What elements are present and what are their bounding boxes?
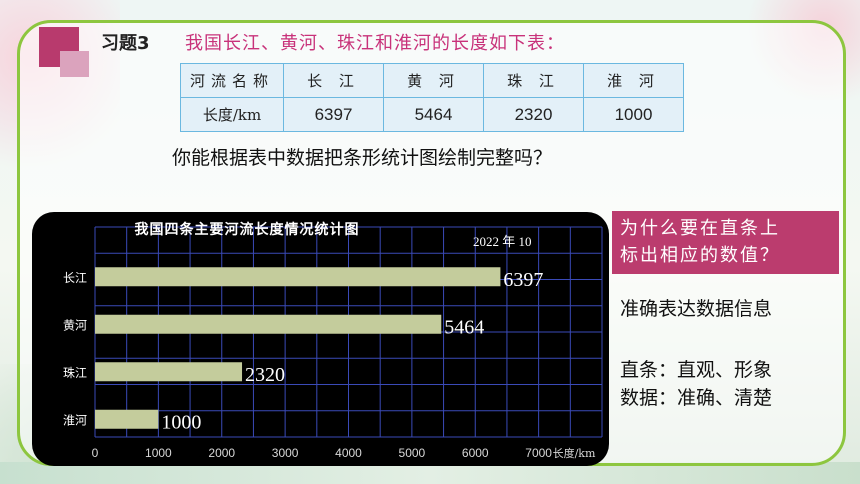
tick-label: 3000 [272,446,299,460]
category-label: 长江 [63,271,87,285]
data-label: 1000 [161,411,201,433]
table-cell: 5464 [383,97,484,132]
data-label: 5464 [444,316,484,338]
category-label: 淮河 [63,413,87,427]
table-cell: 2320 [483,97,584,132]
callout-line: 标出相应的数值？ [620,245,780,266]
table-header-cell: 珠 江 [483,63,584,98]
table-cell: 1000 [583,97,684,132]
tick-label: 1000 [145,446,172,460]
table-cell: 长度/km [180,97,284,132]
chart-date: 2022 年 10 [473,234,532,249]
exercise-label: 习题3 [101,33,150,54]
bar [95,267,501,287]
callout-box: 为什么要在直条上 标出相应的数值？ [612,211,839,274]
chart-title: 我国四条主要河流长度情况统计图 [135,221,360,238]
tick-label: 7000 [525,446,552,460]
table-row: 长度/km 6397 5464 2320 1000 [180,97,684,132]
river-length-table: 河流名称 长 江 黄 河 珠 江 淮 河 长度/km 6397 5464 232… [180,63,684,132]
table-header-cell: 黄 河 [383,63,484,98]
table-header-row: 河流名称 长 江 黄 河 珠 江 淮 河 [180,63,684,98]
axis-label: 长度/km [553,446,596,460]
exercise-question: 我国长江、黄河、珠江和淮河的长度如下表： [185,33,565,54]
accent-square-light [60,51,89,77]
table-cell: 6397 [283,97,384,132]
bar [95,314,442,334]
exercise-prompt: 你能根据表中数据把条形统计图绘制完整吗？ [172,147,553,169]
category-label: 黄河 [63,318,87,332]
bar [95,362,243,382]
data-label: 6397 [503,269,543,291]
answer-detail: 直条：直观、形象 数据：准确、清楚 [620,356,772,412]
answer-line: 直条：直观、形象 [620,359,773,381]
data-label: 2320 [245,364,285,386]
tick-label: 4000 [335,446,362,460]
tick-label: 6000 [462,446,489,460]
category-label: 珠江 [63,366,87,380]
table-header-cell: 长 江 [283,63,384,98]
callout-line: 为什么要在直条上 [620,218,780,239]
tick-label: 5000 [399,446,426,460]
table-header-cell: 淮 河 [583,63,684,98]
answer-line: 数据：准确、清楚 [620,387,773,409]
table-header-cell: 河流名称 [180,63,284,98]
bar-chart-svg: 我国四条主要河流长度情况统计图 2022 年 10 长江 6397 黄河 5464 珠江 23… [63,221,603,460]
tick-label: 2000 [208,446,235,460]
bar-chart: 我国四条主要河流长度情况统计图 2022 年 10 长江 6397 黄河 5464 珠江 23… [32,212,609,466]
answer-main: 准确表达数据信息 [620,298,773,320]
bottom-band [0,462,860,484]
tick-label: 0 [92,446,99,460]
bar [95,409,159,429]
